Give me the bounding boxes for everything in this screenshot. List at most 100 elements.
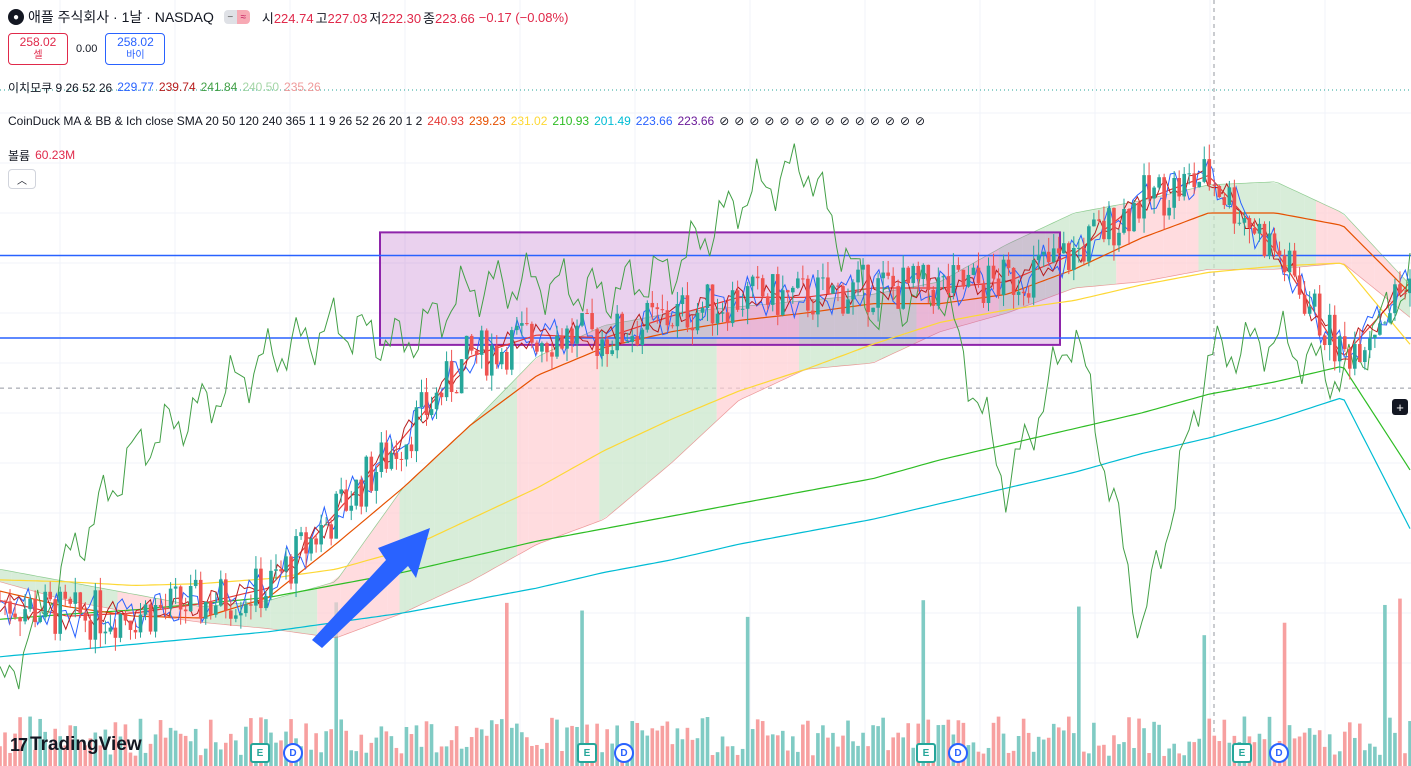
empty-value-icon: ⊘ xyxy=(809,114,820,128)
cloud-segment xyxy=(434,447,447,599)
volume-bar xyxy=(1132,747,1136,766)
candle-body xyxy=(474,350,479,355)
cloud-segment xyxy=(587,327,600,526)
volume-bar xyxy=(449,740,454,766)
dividend-icon[interactable]: D xyxy=(283,743,303,763)
candle-body xyxy=(750,276,755,287)
cloud-segment xyxy=(575,333,588,530)
volume-bar xyxy=(1117,744,1121,766)
volume-bar xyxy=(1302,732,1307,766)
empty-value-icon: ⊘ xyxy=(779,114,790,128)
candle-body xyxy=(329,524,333,539)
candle-body xyxy=(499,351,504,365)
volume-bar xyxy=(780,730,785,766)
sell-button[interactable]: 258.02 셀 xyxy=(8,33,68,65)
volume-bar xyxy=(886,750,890,766)
volume-bar xyxy=(1332,754,1337,766)
cloud-segment xyxy=(1198,184,1211,272)
volume-bar xyxy=(1041,739,1046,766)
candle-body xyxy=(730,290,735,324)
volume-bar xyxy=(811,755,815,766)
candle-body xyxy=(856,269,860,283)
ohlc-value: 222.30 xyxy=(381,10,422,26)
tradingview-logo[interactable]: 17 TradingView xyxy=(10,734,142,756)
candle-body xyxy=(434,392,439,410)
dividend-icon[interactable]: D xyxy=(948,743,968,763)
candle-body xyxy=(1142,175,1146,219)
candle-body xyxy=(103,631,108,634)
candle-body xyxy=(33,598,37,623)
ohlc-value: 224.74 xyxy=(273,10,314,26)
dividend-icon[interactable]: D xyxy=(614,743,634,763)
volume-bar xyxy=(936,725,941,766)
candle-body xyxy=(389,452,394,469)
volume-bar xyxy=(901,737,906,766)
empty-value-icon: ⊘ xyxy=(764,114,775,128)
volume-bar xyxy=(971,742,976,766)
indicator-value: 60.23M xyxy=(35,148,76,162)
volume-bar xyxy=(1087,753,1091,766)
volume-bar xyxy=(1207,718,1212,766)
candle-body xyxy=(791,287,795,293)
buy-price: 258.02 xyxy=(117,35,154,49)
volume-bar xyxy=(344,730,349,766)
candle-body xyxy=(384,442,389,469)
volume-bar xyxy=(1172,743,1176,766)
indicator-row[interactable]: CoinDuck MA & BB & Ich close SMA 20 50 1… xyxy=(8,109,925,133)
volume-bar xyxy=(996,716,1001,766)
volume-bar xyxy=(48,747,52,766)
candle-body xyxy=(93,590,98,640)
buy-button[interactable]: 258.02 바이 xyxy=(105,33,166,65)
cloud-segment xyxy=(622,319,635,504)
volume-bar xyxy=(33,749,37,766)
symbol-title[interactable]: 애플 주식회사 · 1날 · NASDAQ xyxy=(28,9,214,25)
market-status-pill[interactable]: − ≈ xyxy=(223,10,250,24)
add-plus-icon[interactable]: + xyxy=(1392,399,1408,415)
volume-bar xyxy=(730,746,735,766)
volume-bar xyxy=(173,730,178,766)
cloud-segment xyxy=(799,300,811,373)
candle-body xyxy=(244,604,248,614)
candle-body xyxy=(113,627,118,638)
earnings-icon[interactable]: E xyxy=(577,743,597,763)
candle-body xyxy=(1363,350,1367,363)
volume-bar xyxy=(218,749,223,766)
candle-body xyxy=(921,264,926,280)
candle-body xyxy=(1227,187,1232,206)
candle-body xyxy=(414,407,419,452)
volume-bar xyxy=(269,732,273,766)
volume-bar xyxy=(770,734,775,766)
candle-body xyxy=(459,359,464,394)
indicator-row[interactable]: 볼륨 60.23M xyxy=(8,143,925,167)
volume-bar xyxy=(765,735,770,766)
volume-bar xyxy=(63,745,68,766)
earnings-icon[interactable]: E xyxy=(250,743,270,763)
volume-bar xyxy=(1011,750,1016,766)
volume-bar xyxy=(3,732,7,766)
volume-bar xyxy=(685,727,690,766)
candle-body xyxy=(73,592,78,604)
volume-bar xyxy=(1358,723,1362,766)
volume-bar xyxy=(444,746,449,766)
candle-body xyxy=(163,607,168,609)
earnings-icon[interactable]: E xyxy=(916,743,936,763)
cloud-segment xyxy=(446,436,459,593)
candle-body xyxy=(1107,207,1111,240)
earnings-icon[interactable]: E xyxy=(1232,743,1252,763)
volume-bar xyxy=(414,725,419,766)
cloud-segment xyxy=(1151,195,1164,280)
candle-body xyxy=(1112,207,1116,246)
candle-body xyxy=(1167,207,1171,216)
indicator-row[interactable]: 이치모쿠 9 26 52 26 229.77 239.74 241.84 240.50 2… xyxy=(8,75,925,99)
candle-body xyxy=(580,313,584,326)
volume-bar xyxy=(1031,751,1036,766)
volume-bar xyxy=(339,719,344,766)
dividend-icon[interactable]: D xyxy=(1269,743,1289,763)
cloud-segment xyxy=(1222,183,1234,270)
chevron-up-icon[interactable]: ︿ xyxy=(8,169,36,189)
candle-body xyxy=(1257,223,1262,234)
volume-bar xyxy=(1092,722,1096,766)
candle-body xyxy=(83,612,88,621)
candle-body xyxy=(1082,247,1086,262)
